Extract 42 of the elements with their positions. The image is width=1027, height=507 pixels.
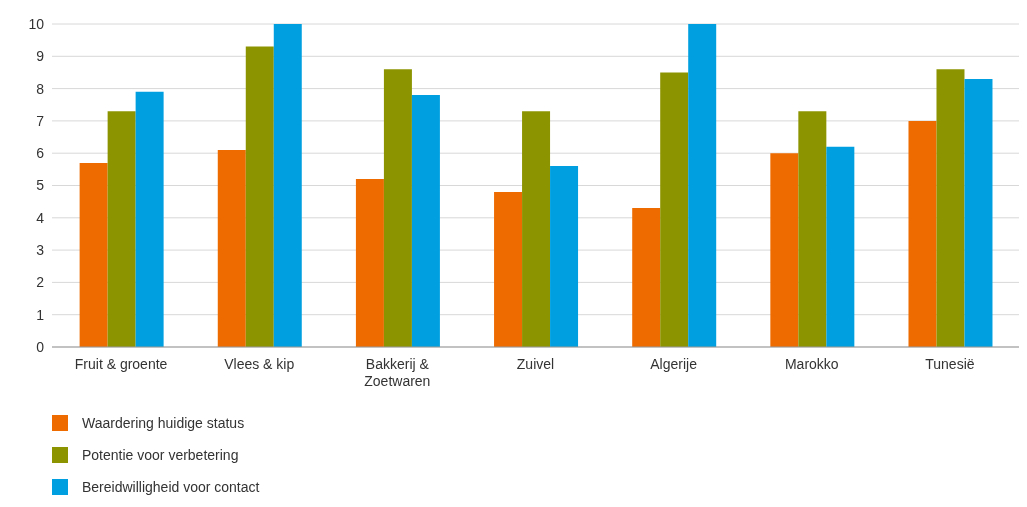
bar: [770, 153, 799, 347]
x-tick-label: Vlees & kip: [224, 356, 295, 372]
bar: [688, 24, 717, 347]
bar: [660, 72, 689, 347]
x-tick-label: Marokko: [784, 356, 839, 372]
bar: [826, 146, 855, 347]
bar: [798, 111, 827, 347]
bar: [107, 111, 136, 347]
bar: [550, 166, 579, 347]
bar: [908, 120, 937, 347]
bar: [355, 179, 384, 347]
y-tick-label: 2: [36, 274, 45, 291]
bar: [936, 69, 965, 347]
bar: [494, 191, 523, 347]
y-tick-label: 1: [36, 306, 45, 323]
y-tick-label: 6: [36, 145, 45, 162]
x-tick-label: Fruit & groente: [74, 356, 168, 372]
bar: [245, 46, 274, 347]
x-tick-label: Algerije: [650, 356, 698, 372]
y-tick-label: 10: [28, 15, 45, 32]
bar: [632, 208, 661, 347]
y-tick-label: 5: [36, 177, 45, 194]
bar: [273, 24, 302, 347]
y-tick-label: 0: [36, 338, 45, 355]
bar: [964, 78, 993, 347]
y-tick-label: 8: [36, 80, 45, 97]
y-tick-label: 7: [36, 112, 45, 129]
bar: [217, 149, 246, 347]
legend-label: Potentie voor verbetering: [82, 447, 239, 463]
bar: [79, 162, 108, 347]
bar: [411, 95, 440, 347]
bar: [522, 111, 551, 347]
x-tick-label: Bakkerij & Zoetwaren: [364, 356, 431, 389]
y-tick-label: 9: [36, 48, 45, 65]
y-tick-label: 3: [36, 242, 45, 259]
bar: [383, 69, 412, 347]
legend-label: Bereidwilligheid voor contact: [82, 479, 260, 495]
x-tick-label: Tunesië: [925, 356, 975, 372]
y-tick-label: 4: [36, 209, 45, 226]
legend-label: Waardering huidige status: [82, 415, 245, 431]
bar: [135, 91, 164, 347]
x-tick-label: Zuivel: [516, 356, 555, 372]
